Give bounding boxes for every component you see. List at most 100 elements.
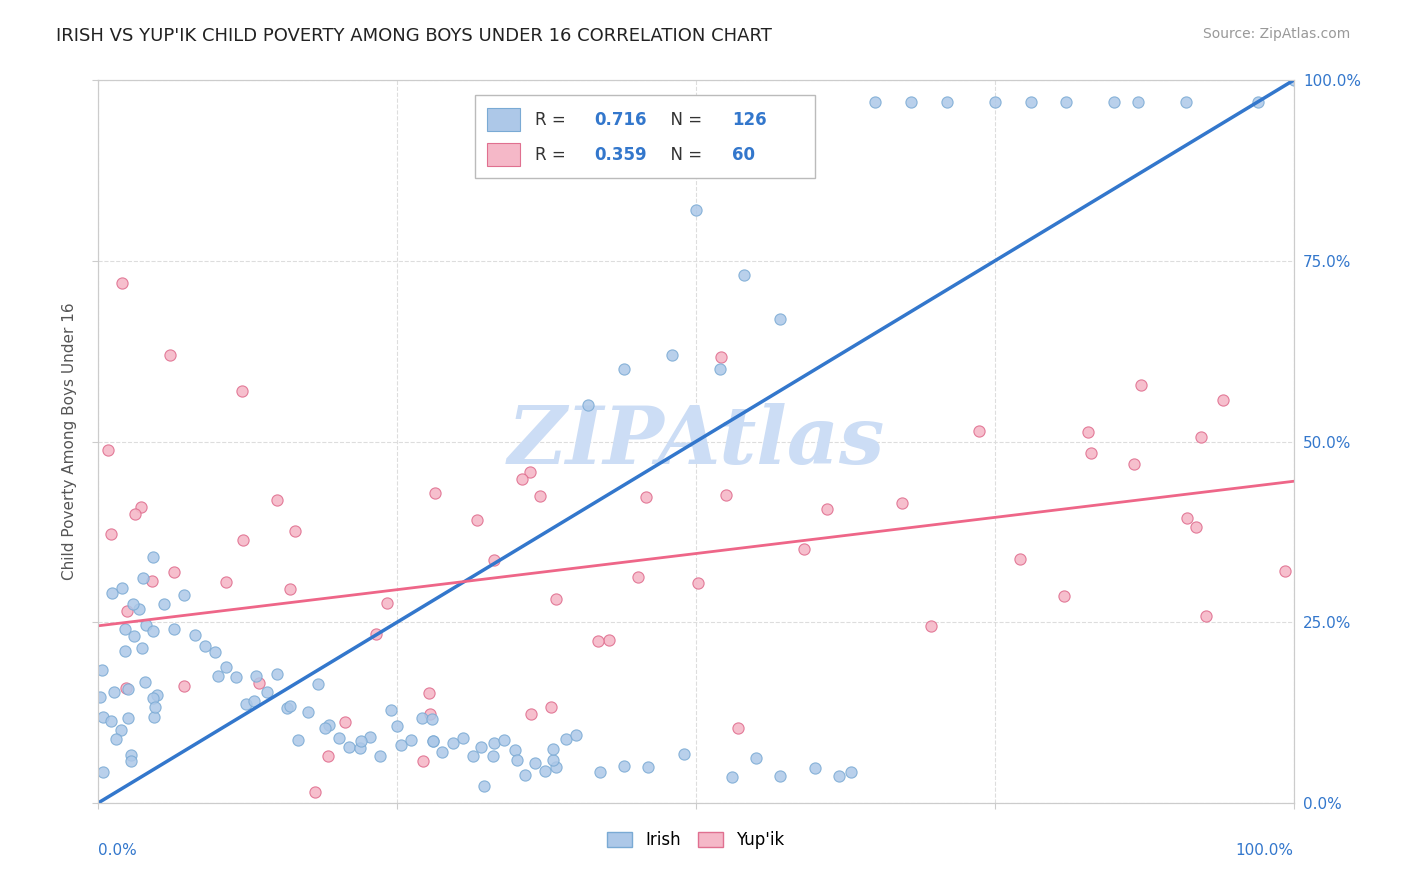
Point — [380, 703, 402, 717]
Point — [114, 622, 136, 636]
Point — [1019, 95, 1042, 109]
Point — [482, 736, 505, 750]
Point — [231, 384, 253, 398]
Text: 0.359: 0.359 — [595, 145, 647, 163]
Point — [143, 700, 166, 714]
Point — [120, 748, 142, 763]
Point — [1122, 458, 1144, 472]
Point — [104, 731, 127, 746]
Point — [89, 690, 111, 704]
Text: 100.0%: 100.0% — [1236, 843, 1294, 857]
Point — [100, 527, 122, 541]
Point — [900, 95, 922, 109]
Point — [710, 350, 733, 364]
Point — [266, 667, 288, 681]
Point — [124, 630, 146, 644]
Point — [432, 745, 454, 759]
Point — [673, 747, 696, 762]
Point — [366, 627, 388, 641]
Text: N =: N = — [661, 111, 707, 128]
Point — [204, 645, 226, 659]
Point — [598, 633, 620, 648]
Point — [100, 714, 122, 729]
Point — [613, 758, 636, 772]
Point — [115, 681, 138, 695]
Point — [423, 486, 446, 500]
Point — [173, 588, 195, 602]
Point — [709, 362, 731, 376]
Bar — [486, 143, 520, 166]
Point — [969, 424, 991, 438]
Point — [1247, 95, 1270, 109]
Point — [1104, 95, 1126, 109]
Point — [1175, 511, 1198, 525]
Point — [333, 715, 356, 730]
Point — [389, 738, 412, 752]
Point — [111, 276, 134, 290]
Point — [768, 311, 790, 326]
Point — [544, 591, 567, 606]
Point — [1189, 430, 1212, 444]
Point — [519, 707, 541, 722]
Point — [1077, 425, 1099, 439]
Point — [586, 634, 609, 648]
Point — [411, 711, 433, 725]
Point — [541, 753, 564, 767]
Point — [529, 489, 551, 503]
Point — [636, 490, 658, 504]
Point — [793, 541, 815, 556]
Point — [245, 668, 267, 682]
Point — [91, 764, 114, 779]
Point — [936, 95, 959, 109]
Point — [163, 622, 186, 636]
Point — [232, 533, 254, 547]
Point — [510, 472, 533, 486]
Point — [207, 669, 229, 683]
Point — [1130, 378, 1153, 392]
Point — [1185, 520, 1208, 534]
Point — [637, 760, 659, 774]
Point — [247, 676, 270, 690]
Point — [401, 732, 423, 747]
Point — [745, 750, 768, 764]
Point — [1282, 73, 1305, 87]
Point — [278, 699, 301, 714]
Legend: Irish, Yup'ik: Irish, Yup'ik — [600, 824, 792, 856]
Point — [142, 691, 165, 706]
Point — [1080, 446, 1102, 460]
Point — [815, 502, 838, 516]
Point — [142, 549, 165, 564]
Point — [194, 640, 217, 654]
Text: R =: R = — [534, 111, 571, 128]
Point — [297, 705, 319, 719]
Point — [494, 733, 516, 747]
Point — [685, 203, 707, 218]
Point — [120, 754, 142, 768]
Point — [359, 730, 381, 744]
Point — [841, 764, 863, 779]
Point — [307, 677, 329, 691]
Point — [243, 694, 266, 708]
Point — [727, 721, 749, 735]
Point — [828, 769, 851, 783]
Point — [451, 731, 474, 745]
Point — [519, 465, 541, 479]
Text: ZIPAtlas: ZIPAtlas — [508, 403, 884, 480]
Point — [124, 508, 146, 522]
Point — [256, 685, 278, 699]
Point — [1175, 95, 1198, 109]
Point — [278, 582, 301, 596]
Point — [128, 602, 150, 616]
Point — [422, 734, 444, 748]
Point — [141, 574, 163, 588]
Point — [276, 700, 298, 714]
Point — [111, 581, 134, 595]
Point — [134, 674, 156, 689]
Point — [103, 685, 125, 699]
Point — [1195, 609, 1218, 624]
Point — [152, 597, 174, 611]
Point — [315, 721, 337, 735]
Text: N =: N = — [661, 145, 707, 163]
Point — [465, 513, 488, 527]
Point — [920, 618, 942, 632]
